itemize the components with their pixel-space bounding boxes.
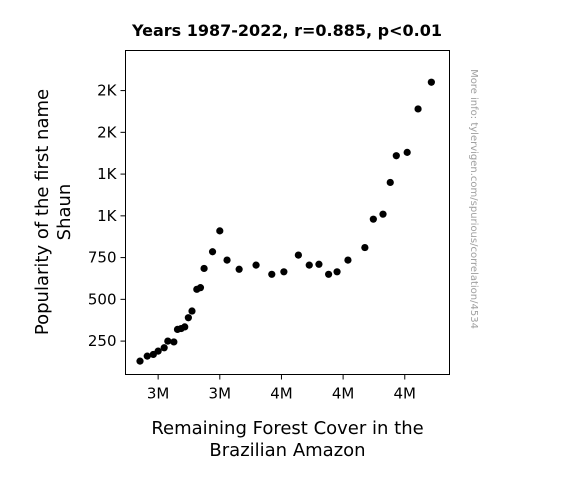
chart-title: Years 1987-2022, r=0.885, p<0.01 [131, 21, 442, 40]
y-tick-label: 1K [97, 207, 118, 225]
data-point [294, 251, 302, 259]
data-point [170, 338, 178, 346]
data-point [344, 256, 352, 264]
y-axis-label-line-2: Shaun [54, 184, 75, 241]
data-point [386, 178, 394, 187]
data-point [208, 248, 217, 256]
x-axis-ticks: 3M 3M 4M 4M 4M [147, 374, 417, 403]
y-tick-label: 2K [97, 123, 118, 141]
data-point [325, 270, 333, 278]
data-point [379, 210, 387, 218]
x-axis-label-line-1: Remaining Forest Cover in the [151, 418, 423, 439]
plot-area [125, 50, 450, 375]
data-point [216, 227, 224, 235]
data-point [361, 243, 369, 252]
x-axis-label-line-2: Brazilian Amazon [209, 440, 365, 461]
data-point [143, 352, 151, 360]
data-point [252, 261, 260, 269]
x-tick-label: 4M [332, 385, 355, 403]
data-point [154, 347, 162, 355]
data-point [188, 307, 196, 315]
data-point [196, 284, 205, 292]
data-point [136, 357, 144, 365]
data-point [315, 260, 323, 268]
data-points [136, 78, 435, 365]
y-tick-label: 2K [97, 82, 118, 100]
data-point [223, 256, 231, 264]
x-tick-label: 4M [270, 385, 293, 403]
y-tick-label: 500 [88, 290, 117, 308]
x-tick-label: 3M [147, 385, 170, 403]
data-point [427, 78, 435, 86]
data-point [235, 265, 243, 273]
watermark-text: More info: tylervigen.com/spurious/corre… [468, 69, 479, 329]
data-point [164, 337, 172, 345]
data-point [369, 215, 377, 223]
data-point [333, 268, 341, 276]
data-point [280, 268, 288, 276]
data-point [305, 261, 313, 269]
y-axis-ticks: 250 500 750 1K 1K 2K 2K [88, 82, 126, 350]
data-point [403, 148, 411, 156]
data-point [200, 264, 208, 273]
data-point [160, 344, 168, 352]
x-tick-label: 3M [209, 385, 232, 403]
x-tick-label: 4M [394, 385, 417, 403]
data-point [392, 152, 400, 160]
y-tick-label: 250 [88, 332, 117, 350]
y-axis-label-line-1: Popularity of the first name [32, 89, 53, 335]
data-point [181, 323, 189, 331]
y-tick-label: 1K [97, 165, 118, 183]
y-tick-label: 750 [88, 249, 117, 267]
data-point [268, 270, 276, 278]
data-point [414, 105, 422, 113]
data-point [184, 314, 192, 322]
